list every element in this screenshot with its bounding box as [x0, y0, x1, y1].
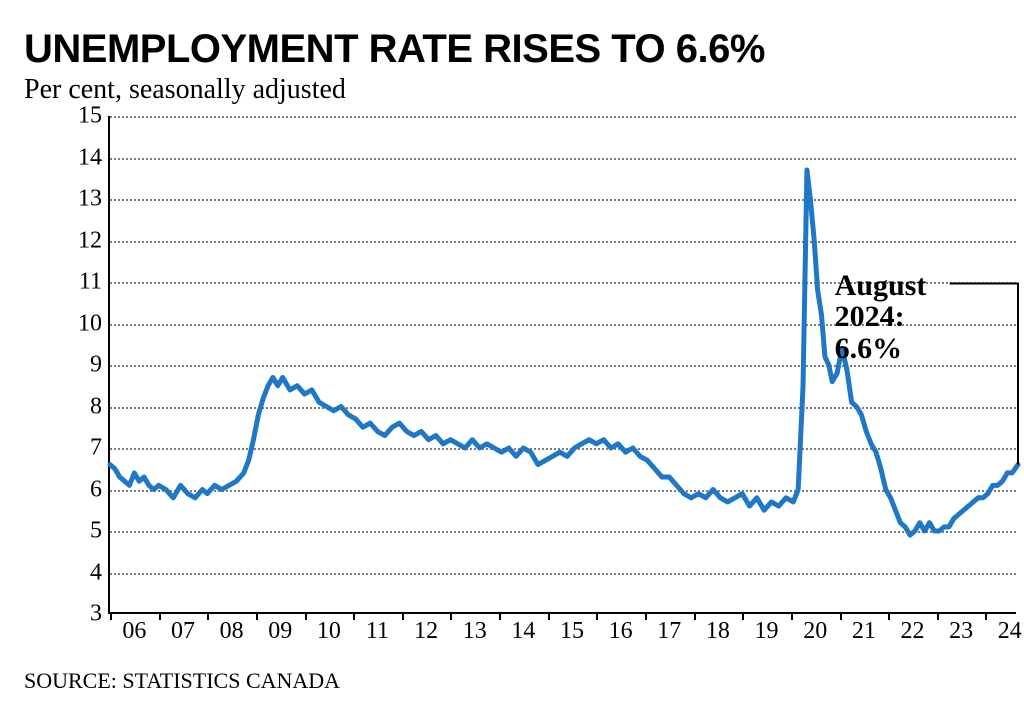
chart-source: SOURCE: STATISTICS CANADA — [24, 668, 340, 694]
y-tick-label: 9 — [90, 352, 110, 379]
y-tick-label: 11 — [79, 269, 110, 296]
y-tick-label: 10 — [78, 310, 110, 337]
callout-label: August2024:6.6% — [835, 270, 927, 365]
y-tick-label: 5 — [90, 518, 110, 545]
x-tick-label: 18 — [706, 612, 730, 645]
x-tick-label: 22 — [900, 612, 924, 645]
y-tick-label: 15 — [78, 103, 110, 130]
x-tick-label: 24 — [998, 612, 1022, 645]
plot-area: 3456789101112131415060708091011121314151… — [108, 116, 1016, 614]
y-tick-label: 4 — [90, 559, 110, 586]
x-tick-label: 12 — [414, 612, 438, 645]
y-tick-label: 14 — [78, 144, 110, 171]
x-tick-label: 14 — [511, 612, 535, 645]
chart-container: UNEMPLOYMENT RATE RISES TO 6.6% Per cent… — [0, 0, 1024, 728]
chart-title: UNEMPLOYMENT RATE RISES TO 6.6% — [24, 28, 1000, 70]
x-tick-label: 19 — [755, 612, 779, 645]
x-tick-label: 08 — [220, 612, 244, 645]
x-tick-label: 20 — [803, 612, 827, 645]
y-tick-label: 12 — [78, 227, 110, 254]
x-tick-label: 15 — [560, 612, 584, 645]
x-tick-label: 10 — [317, 612, 341, 645]
y-tick-label: 8 — [90, 393, 110, 420]
x-tick-label: 17 — [657, 612, 681, 645]
chart-subtitle: Per cent, seasonally adjusted — [24, 74, 1000, 106]
chart-box: 3456789101112131415060708091011121314151… — [24, 116, 1000, 674]
y-tick-label: 7 — [90, 435, 110, 462]
x-tick-label: 13 — [463, 612, 487, 645]
y-tick-label: 3 — [90, 601, 110, 628]
x-tick-label: 16 — [609, 612, 633, 645]
x-tick-label: 21 — [852, 612, 876, 645]
x-tick-label: 23 — [949, 612, 973, 645]
x-tick-label: 06 — [122, 612, 146, 645]
x-tick-label: 11 — [366, 612, 389, 645]
series-line — [110, 116, 1018, 614]
y-tick-label: 6 — [90, 476, 110, 503]
x-tick-label: 09 — [268, 612, 292, 645]
y-tick-label: 13 — [78, 186, 110, 213]
x-tick-label: 07 — [171, 612, 195, 645]
